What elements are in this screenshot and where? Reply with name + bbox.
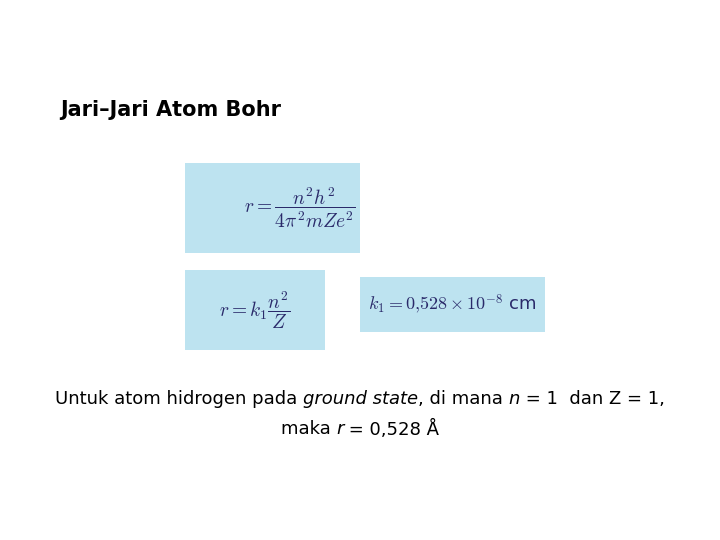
Text: r: r <box>336 420 343 438</box>
Text: = 1  dan Z = 1,: = 1 dan Z = 1, <box>520 390 665 408</box>
Text: n: n <box>509 390 520 408</box>
Text: ground state: ground state <box>303 390 418 408</box>
Text: , di mana: , di mana <box>418 390 509 408</box>
Text: $k_1 = 0{,}528\times10^{-8}$ cm: $k_1 = 0{,}528\times10^{-8}$ cm <box>368 292 536 316</box>
Text: $r = k_1 \dfrac{n^2}{Z}$: $r = k_1 \dfrac{n^2}{Z}$ <box>219 289 291 330</box>
Text: Model Atom Bohr: Model Atom Bohr <box>328 14 508 31</box>
Text: Perkembangan Konsep Atom,: Perkembangan Konsep Atom, <box>9 9 472 36</box>
FancyBboxPatch shape <box>360 277 545 332</box>
Text: $r = \dfrac{n^2 h^2}{4\pi^2 m Z e^2}$: $r = \dfrac{n^2 h^2}{4\pi^2 m Z e^2}$ <box>244 186 356 230</box>
FancyBboxPatch shape <box>185 163 360 253</box>
Text: Jari–Jari Atom Bohr: Jari–Jari Atom Bohr <box>60 100 281 120</box>
FancyBboxPatch shape <box>185 270 325 350</box>
Text: maka: maka <box>281 420 336 438</box>
Text: = 0,528 Å: = 0,528 Å <box>343 420 439 439</box>
Text: Untuk atom hidrogen pada: Untuk atom hidrogen pada <box>55 390 303 408</box>
